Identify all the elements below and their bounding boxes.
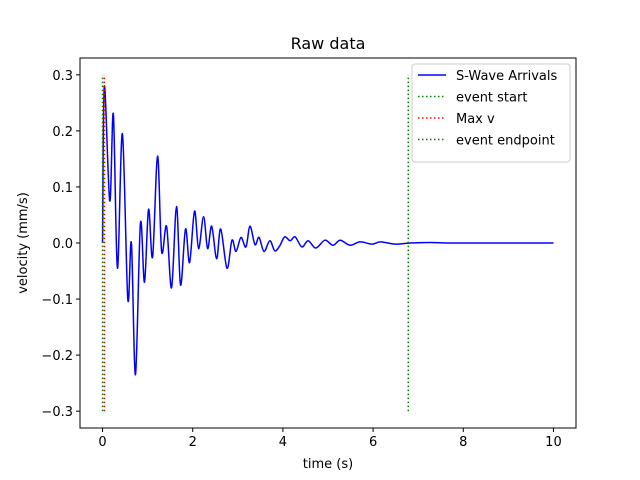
plot-frame: [79, 57, 577, 429]
y-axis-label: velocity (mm/s): [16, 192, 31, 294]
x-tick-label: 0: [98, 435, 106, 450]
series-line: [101, 85, 554, 376]
x-tick-label: 8: [459, 435, 467, 450]
x-tick-label: 2: [189, 435, 197, 450]
legend-box: [411, 63, 571, 163]
x-tick-label: 4: [279, 435, 287, 450]
y-tick-label: −0.3: [41, 405, 73, 420]
x-tick-label: 10: [545, 435, 562, 450]
x-tick-label: 6: [369, 435, 377, 450]
legend-label: Max v: [456, 112, 495, 127]
y-tick-label: −0.1: [41, 293, 73, 308]
x-axis-label: time (s): [303, 457, 353, 472]
legend-label: S-Wave Arrivals: [456, 69, 557, 84]
legend-label: event endpoint: [456, 134, 555, 149]
chart-title: Raw data: [291, 34, 366, 53]
legend-label: event start: [456, 91, 527, 106]
y-tick-label: 0.2: [52, 125, 73, 140]
legend: S-Wave Arrivals event start Max v event end…: [411, 63, 571, 163]
y-tick-label: 0.1: [52, 181, 73, 196]
y-tick-label: 0.3: [52, 69, 73, 84]
y-tick-label: −0.2: [41, 349, 73, 364]
y-tick-label: 0.0: [52, 237, 73, 252]
